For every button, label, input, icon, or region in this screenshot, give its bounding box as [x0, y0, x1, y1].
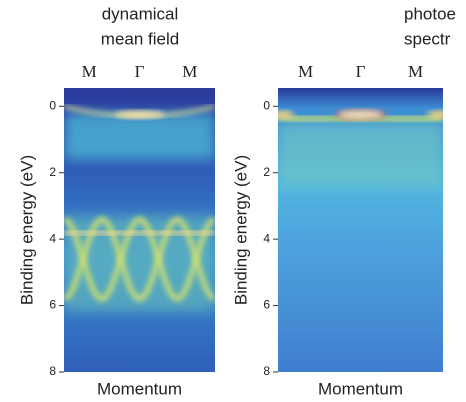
x-axis-label: Momentum [97, 379, 182, 398]
panel-title: dynamical [102, 4, 179, 23]
y-axis-label: Binding energy (eV) [17, 155, 36, 305]
band-spot [335, 108, 386, 121]
x-category-label: M [82, 62, 97, 81]
y-tick-label: 0 [49, 98, 56, 112]
x-category-label: Γ [356, 62, 366, 81]
y-tick-label: 0 [263, 98, 270, 112]
x-category-label: M [408, 62, 423, 81]
band-line [64, 230, 215, 235]
band-glow [64, 112, 215, 160]
x-category-label: Γ [135, 62, 145, 81]
band-spot [114, 110, 165, 119]
y-tick-label: 4 [49, 231, 56, 245]
x-axis-label: Momentum [318, 379, 403, 398]
band-spot [427, 110, 443, 119]
band-curve [64, 216, 215, 302]
y-tick-label: 4 [263, 231, 270, 245]
heatmap [278, 88, 443, 372]
panel-title: mean field [101, 29, 179, 48]
y-tick-label: 2 [263, 165, 270, 179]
band-curve [64, 216, 215, 302]
panel-title: spectr [404, 29, 451, 48]
y-axis-label: Binding energy (eV) [231, 155, 250, 305]
heatmap [64, 88, 215, 372]
x-category-label: M [298, 62, 313, 81]
x-category-label: M [182, 62, 197, 81]
y-tick-label: 8 [263, 364, 270, 378]
band-spot [278, 110, 294, 119]
y-tick-label: 6 [263, 298, 270, 312]
panel-title: photoe [404, 4, 456, 23]
y-tick-label: 8 [49, 364, 56, 378]
band-glow [278, 122, 443, 186]
y-tick-label: 2 [49, 165, 56, 179]
y-tick-label: 6 [49, 298, 56, 312]
